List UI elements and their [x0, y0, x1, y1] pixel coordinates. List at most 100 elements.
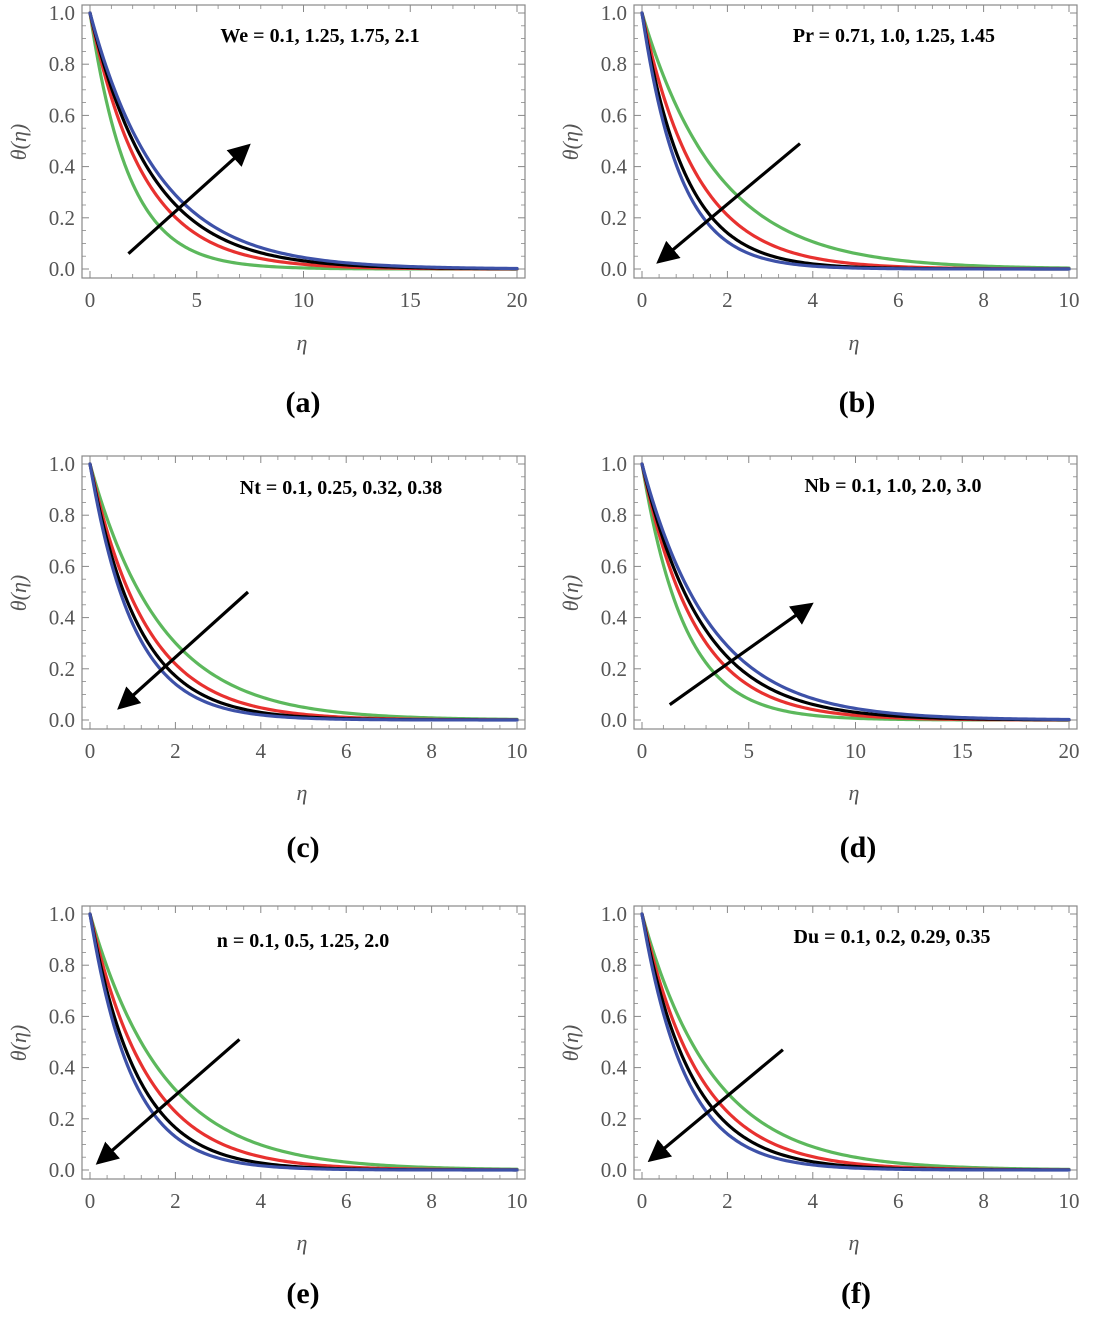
panel-d: Nb = 0.1, 1.0, 2.0, 3.0 (d) η θ(η) [558, 475, 981, 864]
series-line-black [640, 462, 1071, 722]
plot-areas: 0 5 10 15 200.00.20.40.60.81.00 2 4 6 8 100.00.20… [49, 1, 1080, 1213]
panel-b-plot: 0 2 4 6 8 10 0.0 0.2 0.4 0.6 0.8 1.0 [601, 1, 1080, 312]
x-tick-label: 4 [808, 1189, 819, 1213]
panel-f-label: (f) [841, 1277, 871, 1310]
x-tick-label: 10 [845, 739, 866, 763]
y-tick-label: 0.8 [601, 52, 627, 76]
series-line-red [640, 462, 1071, 722]
panel-c-annotation: Nt = 0.1, 0.25, 0.32, 0.38 [240, 477, 443, 499]
series-line-red [88, 912, 519, 1172]
y-tick-label: 0.4 [49, 606, 76, 630]
series-line-green [88, 912, 519, 1171]
series-line-blue [88, 462, 519, 722]
panel-a-label: (a) [286, 386, 321, 419]
y-tick-label: 0.8 [49, 953, 75, 977]
series-line-green [88, 462, 519, 721]
series-line-black [640, 11, 1071, 271]
panel-e: n = 0.1, 0.5, 1.25, 2.0 (e) η θ(η) [6, 930, 389, 1310]
x-tick-label: 8 [978, 1189, 989, 1213]
y-tick-label: 1.0 [49, 902, 75, 926]
panel-a: We = 0.1, 1.25, 1.75, 2.1 (a) η θ(η) [6, 25, 420, 419]
panel-b: Pr = 0.71, 1.0, 1.25, 1.45 (b) η θ(η) [558, 25, 995, 419]
series-line-black [640, 912, 1071, 1172]
y-tick-label: 0.6 [49, 1004, 75, 1028]
x-tick-label: 5 [744, 739, 755, 763]
x-tick-label: 10 [1059, 1189, 1080, 1213]
x-tick-label: 10 [293, 288, 314, 312]
x-tick-label: 2 [170, 1189, 181, 1213]
panel-a-xlabel: η [297, 330, 308, 355]
y-tick-label: 0.4 [601, 606, 628, 630]
series-line-black [88, 912, 519, 1172]
series-line-red [640, 11, 1071, 271]
y-tick-label: 0.8 [49, 503, 75, 527]
y-tick-label: 0.0 [601, 708, 627, 732]
panel-d-plot: 0 5 10 15 20 0.0 0.2 0.4 0.6 0.8 1.0 [601, 452, 1080, 763]
panel-a-annotation: We = 0.1, 1.25, 1.75, 2.1 [220, 25, 419, 47]
x-tick-label: 4 [808, 288, 819, 312]
panel-e-plot: 0 2 4 6 8 10 0.0 0.2 0.4 0.6 0.8 1.0 [49, 902, 528, 1213]
panel-e-xlabel: η [297, 1230, 308, 1255]
panel-c-frame [81, 455, 526, 730]
trend-arrow [95, 1038, 241, 1165]
series-line-red [640, 912, 1071, 1172]
series-line-green [640, 912, 1071, 1171]
y-tick-label: 0.6 [49, 103, 75, 127]
x-tick-label: 20 [507, 288, 528, 312]
y-tick-label: 0.8 [49, 52, 75, 76]
panel-e-ylabel: θ(η) [6, 1025, 31, 1061]
x-tick-label: 10 [507, 739, 528, 763]
y-tick-label: 0.8 [601, 953, 627, 977]
y-tick-label: 1.0 [49, 1, 75, 25]
y-tick-label: 0.4 [49, 155, 76, 179]
panel-a-plot: 0 5 10 15 20 0.0 0.2 0.4 0.6 0.8 1.0 [49, 1, 528, 312]
y-tick-label: 0.0 [49, 708, 75, 732]
panel-c-plot: 0 2 4 6 8 10 0.0 0.2 0.4 0.6 0.8 1.0 [49, 452, 528, 763]
x-tick-label: 2 [170, 739, 181, 763]
series-line-blue [88, 11, 519, 271]
panel-b-xlabel: η [849, 330, 860, 355]
y-tick-label: 0.2 [49, 206, 75, 230]
panel-e-label: (e) [286, 1277, 319, 1310]
y-tick-label: 1.0 [601, 902, 627, 926]
panel-b-annotation: Pr = 0.71, 1.0, 1.25, 1.45 [793, 25, 995, 47]
panel-a-ylabel: θ(η) [6, 124, 31, 160]
y-tick-label: 0.6 [601, 103, 627, 127]
series-line-blue [88, 912, 519, 1172]
x-tick-label: 6 [893, 288, 904, 312]
series-line-blue [640, 11, 1071, 271]
panel-c-ylabel: θ(η) [6, 575, 31, 611]
y-tick-label: 0.0 [601, 257, 627, 281]
x-tick-label: 0 [637, 288, 648, 312]
panel-d-annotation: Nb = 0.1, 1.0, 2.0, 3.0 [805, 475, 982, 497]
y-tick-label: 0.4 [601, 155, 628, 179]
panel-b-label: (b) [839, 386, 876, 419]
x-tick-label: 0 [85, 288, 96, 312]
x-tick-label: 0 [637, 1189, 648, 1213]
y-tick-label: 0.2 [49, 657, 75, 681]
y-tick-label: 1.0 [601, 1, 627, 25]
trend-arrow [127, 143, 251, 255]
panel-b-frame [633, 4, 1078, 279]
y-tick-label: 0.6 [601, 1004, 627, 1028]
series-line-blue [640, 462, 1071, 722]
x-tick-label: 0 [637, 739, 648, 763]
panel-f-ylabel: θ(η) [558, 1025, 583, 1061]
y-tick-label: 0.0 [49, 257, 75, 281]
x-tick-label: 6 [341, 739, 352, 763]
trend-arrow [656, 142, 802, 264]
x-tick-label: 2 [722, 1189, 733, 1213]
x-tick-label: 0 [85, 739, 96, 763]
panel-f-plot: 0 2 4 6 8 10 0.0 0.2 0.4 0.6 0.8 1.0 [601, 902, 1080, 1213]
trend-arrow [647, 1048, 784, 1163]
y-tick-label: 0.0 [49, 1158, 75, 1182]
series-line-green [640, 11, 1071, 270]
y-tick-label: 0.6 [49, 554, 75, 578]
panel-f-xlabel: η [849, 1230, 860, 1255]
panel-f-annotation: Du = 0.1, 0.2, 0.29, 0.35 [794, 926, 991, 948]
series-line-red [88, 462, 519, 722]
x-tick-label: 4 [256, 739, 267, 763]
panel-c-xlabel: η [297, 780, 308, 805]
y-tick-label: 1.0 [49, 452, 75, 476]
